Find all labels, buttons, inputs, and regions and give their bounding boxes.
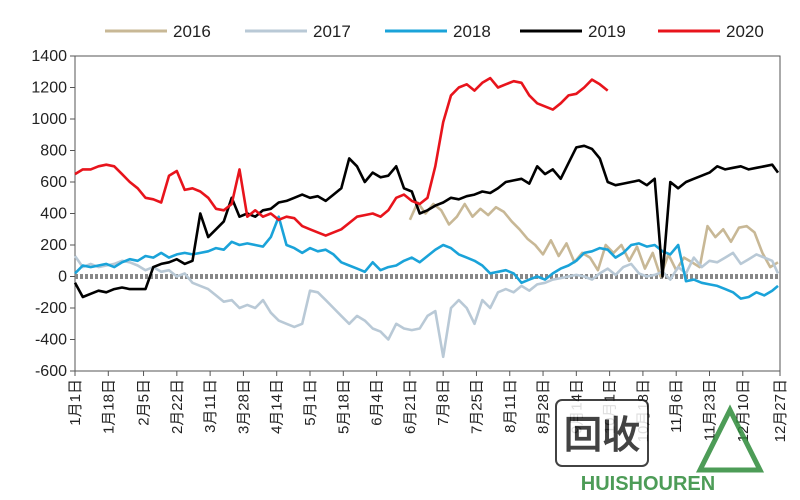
series-line-2016: [408, 201, 779, 278]
y-tick-label: 200: [40, 237, 67, 254]
y-tick-label: 0: [58, 269, 67, 286]
x-tick-label: 1月1日: [67, 379, 84, 426]
plot-area: [74, 55, 781, 372]
y-tick-label: 600: [40, 174, 67, 191]
legend-label-2020: 2020: [726, 22, 764, 41]
x-tick-label: 4月14日: [269, 379, 286, 434]
x-tick-label: 6月21日: [402, 379, 419, 434]
watermark-text: HUISHOUREN: [581, 473, 715, 495]
x-tick-label: 6月4日: [369, 379, 386, 426]
legend-label-2019: 2019: [588, 22, 626, 41]
x-tick-label: 8月28日: [535, 379, 552, 434]
y-tick-label: 400: [40, 206, 67, 223]
x-tick-label: 1月18日: [100, 379, 117, 434]
y-tick-label: 800: [40, 143, 67, 160]
x-tick-label: 7月25日: [468, 379, 485, 434]
y-tick-label: -200: [35, 300, 67, 317]
recycle-icon: [695, 404, 765, 473]
x-axis: 1月1日 1月18日 2月5日 2月22日 3月11日 3月28日 4月14日 5月1日 5月1…: [67, 371, 789, 442]
y-tick-label: 1200: [31, 80, 67, 97]
series-layer: [73, 76, 780, 359]
x-tick-label: 12月27日: [772, 379, 789, 442]
y-axis: -600 -400 -200 0 200 400 600 800 1000 1200 1400: [31, 48, 75, 380]
watermark-logo-chars: 回收: [564, 415, 640, 457]
chart-legend: 2016 2017 2018 2019 2020: [105, 22, 764, 41]
series-line-2019: [73, 144, 780, 299]
series-line-2018: [74, 215, 779, 300]
legend-label-2016: 2016: [173, 22, 211, 41]
x-tick-label: 5月18日: [335, 379, 352, 434]
legend-label-2017: 2017: [313, 22, 351, 41]
x-tick-label: 2月5日: [136, 379, 153, 426]
x-tick-label: 3月28日: [235, 379, 252, 434]
x-tick-label: 2月22日: [169, 379, 186, 434]
y-tick-label: 1000: [31, 111, 67, 128]
legend-label-2018: 2018: [453, 22, 491, 41]
x-tick-label: 3月11日: [202, 379, 219, 433]
x-tick-label: 8月11日: [502, 379, 519, 433]
x-tick-label: 11月6日: [668, 379, 685, 433]
x-tick-label: 5月1日: [302, 379, 319, 426]
watermark-logo: 回收 HUISHOUREN: [555, 399, 765, 495]
series-line-2020: [74, 76, 609, 237]
x-tick-label: 11月23日: [702, 379, 719, 441]
x-tick-label: 7月8日: [435, 379, 452, 426]
y-tick-label: 1400: [31, 48, 67, 65]
y-tick-label: -600: [35, 363, 67, 380]
y-tick-label: -400: [35, 332, 67, 349]
series-line-2017: [73, 251, 780, 359]
